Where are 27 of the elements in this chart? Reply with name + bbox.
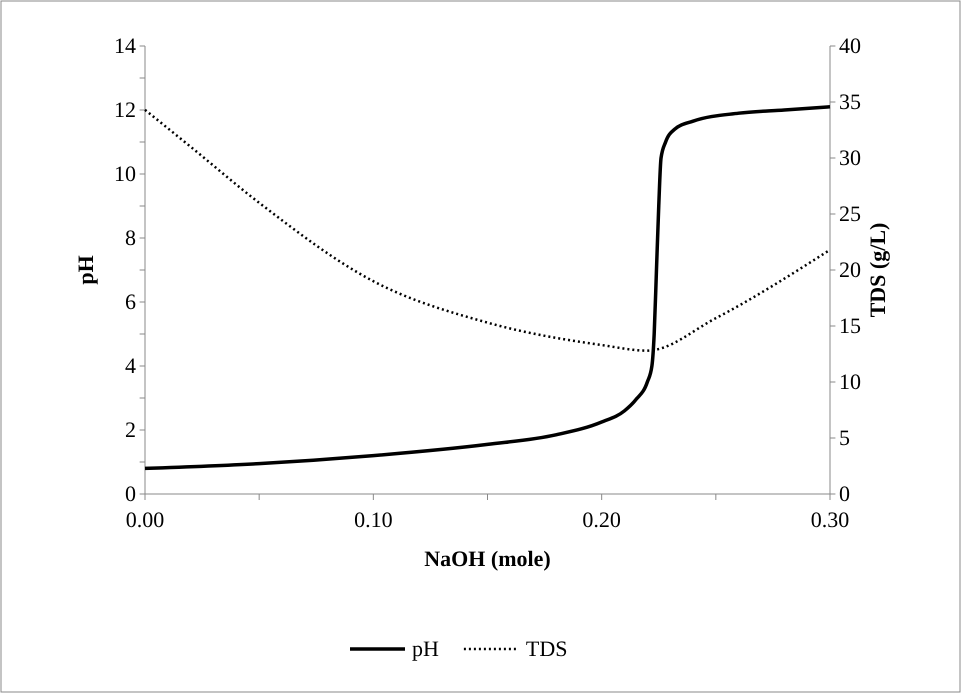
y-tick-label: 2	[125, 417, 136, 442]
y2-tick-label: 25	[839, 201, 861, 226]
y-tick-label: 8	[125, 225, 136, 250]
y2-tick-label: 20	[839, 257, 861, 282]
y-axis-title: pH	[73, 255, 98, 285]
y2-tick-label: 5	[839, 425, 850, 450]
y-tick-label: 12	[114, 97, 136, 122]
y-tick-label: 0	[125, 481, 136, 506]
y2-tick-label: 30	[839, 145, 861, 170]
line-series	[143, 105, 832, 470]
legend-label: pH	[412, 636, 439, 661]
y2-tick-label: 35	[839, 89, 861, 114]
y2-axis-title: TDS (g/L)	[865, 222, 890, 318]
x-tick-label: 0.10	[354, 507, 393, 532]
y-tick-label: 10	[114, 161, 136, 186]
y2-tick-label: 40	[839, 33, 861, 58]
y2-tick-label: 15	[839, 313, 861, 338]
x-tick-label: 0.00	[126, 507, 164, 532]
x-tick-label: 0.20	[582, 507, 621, 532]
x-tick-label: 0.30	[810, 507, 850, 532]
y-tick-label: 6	[125, 289, 136, 314]
y-tick-label: 4	[125, 353, 136, 378]
y2-tick-label: 10	[839, 369, 861, 394]
y2-tick-label: 0	[839, 481, 850, 506]
legend-label: TDS	[526, 636, 568, 661]
y-tick-label: 14	[114, 33, 136, 58]
x-axis-title: NaOH (mole)	[424, 546, 551, 571]
